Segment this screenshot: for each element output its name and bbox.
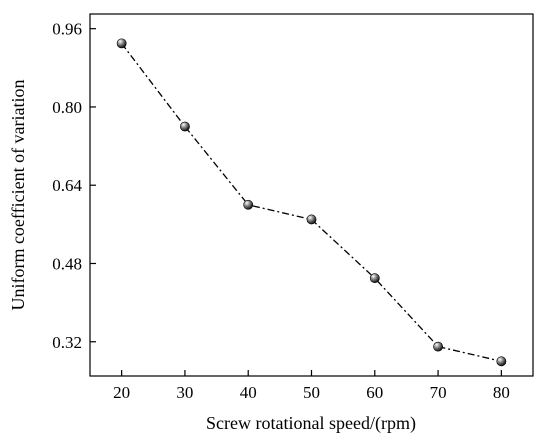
data-point bbox=[496, 356, 507, 367]
x-tick-label: 80 bbox=[493, 383, 510, 402]
data-points-layer bbox=[116, 38, 507, 367]
x-tick-label: 30 bbox=[176, 383, 193, 402]
x-tick-label: 50 bbox=[303, 383, 320, 402]
data-point bbox=[369, 273, 380, 284]
data-point bbox=[116, 38, 127, 49]
series-line bbox=[121, 43, 502, 362]
ticks-layer: 20 30 40 50 60 70 80 0.32 0.48 0.64 0.80 0.96 bbox=[52, 20, 510, 402]
y-tick-label: 0.64 bbox=[52, 176, 82, 195]
y-tick-label: 0.96 bbox=[52, 20, 82, 39]
y-tick-label: 0.48 bbox=[52, 254, 82, 273]
y-axis-title: Uniform coefficient of variation bbox=[8, 79, 28, 310]
x-tick-label: 20 bbox=[113, 383, 130, 402]
plot-frame bbox=[89, 13, 534, 377]
x-tick-label: 70 bbox=[430, 383, 447, 402]
x-tick-label: 60 bbox=[366, 383, 383, 402]
data-point bbox=[243, 199, 254, 210]
data-point bbox=[180, 121, 190, 132]
y-tick-label: 0.32 bbox=[52, 333, 82, 352]
data-point bbox=[433, 341, 443, 352]
series-line-layer bbox=[121, 43, 502, 362]
x-axis-title: Screw rotational speed/(rpm) bbox=[206, 413, 416, 434]
x-tick-label: 40 bbox=[240, 383, 257, 402]
data-point bbox=[306, 214, 317, 225]
y-tick-label: 0.80 bbox=[52, 98, 82, 117]
